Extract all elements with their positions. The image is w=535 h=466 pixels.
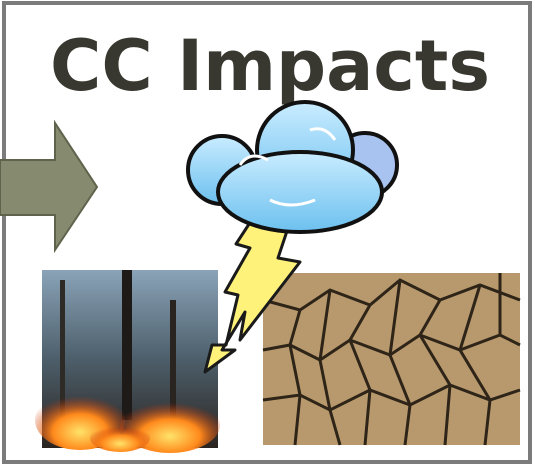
page: CC Impacts (() = <box>0 0 535 466</box>
title: CC Impacts <box>50 25 490 107</box>
slide: CC Impacts <box>0 0 535 466</box>
fire-image <box>35 270 220 453</box>
drought-image <box>263 273 520 445</box>
